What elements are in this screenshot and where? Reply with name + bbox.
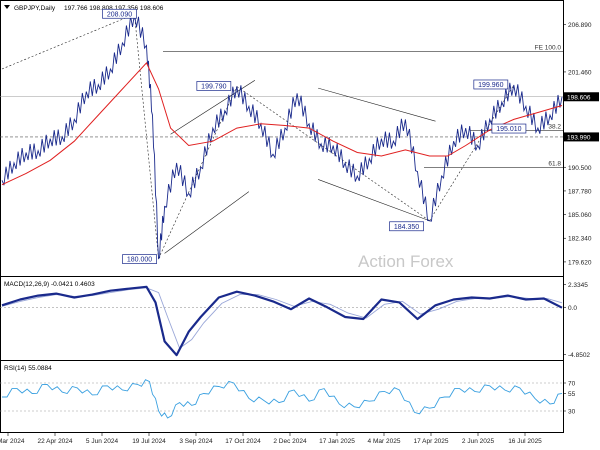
annotation-label-184_350: 184.350 [394, 224, 419, 231]
x-tick-label-7: 17 Jan 2025 [319, 438, 355, 445]
price-tag-bg-2 [564, 92, 599, 102]
price-tick-label-0: 206.890 [568, 22, 592, 29]
symbol-title: GBPJPY,Daily [14, 5, 56, 12]
macd-panel-frame [0, 276, 564, 361]
annotation-box-180_000 [122, 254, 157, 264]
x-tick-label-3: 19 Jul 2024 [132, 438, 166, 445]
collapse-triangle-icon[interactable] [4, 5, 10, 9]
macd-tick-label-0: 2.3345 [568, 282, 588, 289]
macd-title: MACD(12,26,9) -0.0421 0.4603 [4, 281, 95, 288]
x-tick-label-10: 2 Jun 2025 [462, 438, 495, 445]
price-tick-label-3: 193.990 [567, 134, 591, 141]
fib-label-FE_100_0: FE 100.0 [535, 45, 562, 52]
price-tick-label-4: 190.500 [568, 165, 592, 172]
price-tag-bg-3 [564, 132, 599, 142]
annotation-box-184_350 [389, 221, 424, 232]
price-layer: 208.090 180.000 199.790 184.350 199.960 195.0… [0, 8, 563, 264]
macd-layer [0, 285, 563, 357]
channel-up-bottom [164, 191, 250, 254]
x-tick-label-0: 7 Mar 2024 [0, 438, 25, 445]
x-tick-label-11: 16 Jul 2025 [508, 438, 542, 445]
price-tick-label-7: 182.340 [568, 236, 592, 243]
ohlc-readout: 197.766 198.808 197.356 198.606 [64, 5, 164, 12]
price-tick-label-5: 187.780 [568, 188, 592, 195]
trend-dashed-top [1, 13, 135, 70]
x-tick-label-4: 3 Sep 2024 [179, 438, 213, 445]
annotation-label-199_960: 199.960 [478, 82, 503, 89]
rsi-tick-label-1: 55 [568, 391, 576, 398]
fib-label-38_2: 38.2 [548, 124, 561, 131]
annotation-label-208_090: 208.090 [107, 11, 132, 18]
rsi-tick-label-2: 30 [568, 409, 576, 416]
y-axis-layer: 206.890 201.460 198.606 193.990 190.500 187.7… [563, 22, 599, 416]
macd-main-line [1, 285, 563, 357]
x-tick-label-5: 17 Oct 2024 [225, 438, 261, 445]
rsi-layer [0, 379, 563, 419]
x-axis-layer: 7 Mar 2024 22 Apr 2024 5 Jun 2024 19 Jul 20… [0, 433, 542, 445]
annotation-box-199_790 [196, 81, 232, 91]
rsi-panel-frame [0, 360, 564, 433]
fib-label-61_8: 61.8 [548, 160, 561, 167]
annotation-label-195_010: 195.010 [496, 126, 521, 133]
price-tick-label-2: 198.606 [567, 94, 591, 101]
channel-down-top [318, 87, 436, 122]
price-tick-label-8: 179.620 [568, 259, 592, 266]
macd-signal-line [1, 287, 563, 350]
x-tick-label-8: 4 Mar 2025 [368, 438, 401, 445]
x-tick-label-9: 17 Apr 2025 [413, 438, 448, 445]
annotation-box-208_090 [102, 8, 137, 19]
rsi-tick-label-0: 70 [568, 381, 576, 388]
x-tick-label-6: 2 Dec 2024 [273, 438, 307, 445]
macd-tick-label-2: -4.8502 [568, 352, 590, 359]
trend-dashed-rise2 [429, 84, 515, 221]
rsi-title: RSI(14) 55.0884 [4, 365, 52, 372]
trend-dashed-fall [236, 86, 430, 222]
watermark: Action Forex [358, 252, 454, 271]
macd-tick-label-1: 0.0 [568, 305, 577, 312]
channel-up-top [170, 80, 256, 135]
x-tick-label-2: 5 Jun 2024 [86, 438, 119, 445]
channel-down-bottom [318, 179, 430, 222]
price-tick-label-6: 185.060 [568, 212, 592, 219]
trend-dashed-drop [134, 14, 159, 259]
price-series-line [1, 14, 563, 260]
annotation-label-199_790: 199.790 [201, 83, 226, 90]
x-tick-label-1: 22 Apr 2024 [37, 438, 72, 445]
annotation-box-195_010 [491, 123, 527, 134]
price-tick-label-1: 201.460 [568, 69, 592, 76]
price-panel-frame [0, 0, 564, 277]
annotation-box-199_960 [473, 79, 509, 90]
ma-series-line [1, 62, 563, 186]
annotation-label-180_000: 180.000 [127, 257, 152, 264]
rsi-line [2, 379, 563, 419]
